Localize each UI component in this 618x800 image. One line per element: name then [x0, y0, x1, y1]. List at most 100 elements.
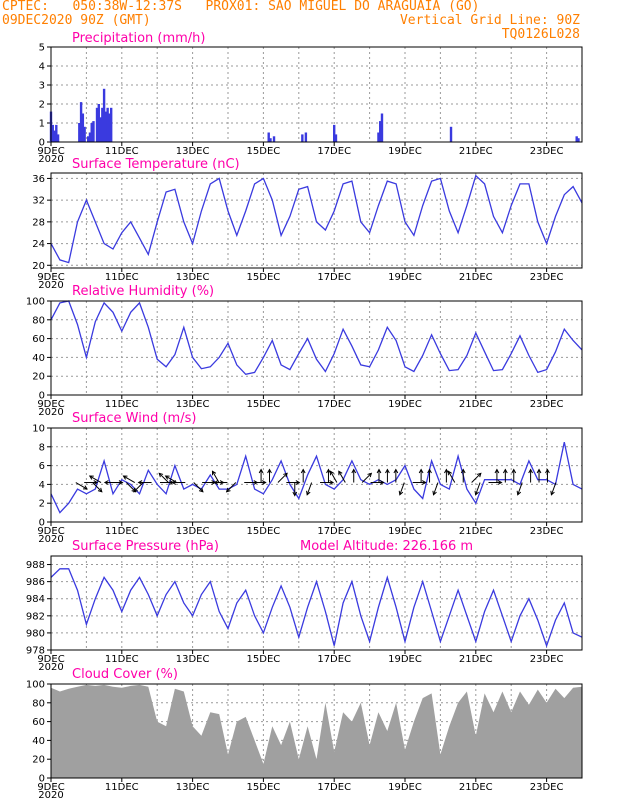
y-tick-label: 20 — [32, 372, 45, 383]
model-altitude-label: Model Altitude: 226.166 m — [300, 539, 473, 554]
precip-bar — [106, 107, 109, 142]
x-tick-label: 17DEC — [317, 272, 351, 283]
wind-arrow-head — [88, 475, 94, 480]
wind-arrow — [226, 482, 237, 493]
y-tick-label: 986 — [26, 577, 45, 588]
precip-bar — [86, 136, 90, 142]
x-tick-label: 11DEC — [105, 526, 139, 537]
pressure-title: Surface Pressure (hPa) — [72, 539, 219, 554]
wind-arrow-head — [550, 490, 555, 496]
x-tick-label: 23DEC — [530, 782, 564, 793]
header-grid-line: Vertical Grid Line: 90Z — [399, 13, 580, 28]
precip-bar — [53, 130, 56, 142]
wind-arrow-head — [158, 472, 164, 478]
precip-bar — [269, 138, 272, 142]
x-tick-label: 15DEC — [247, 526, 281, 537]
x-tick-label: 19DEC — [388, 272, 422, 283]
wind-arrow-head — [267, 468, 272, 474]
y-tick-label: 80 — [32, 698, 45, 709]
precip-bar — [95, 107, 99, 142]
humidity-panel: 0 20 40 60 80 100 9DEC 11DEC 13DEC 15DEC 17DEC 19DE… — [26, 297, 583, 418]
x-tick-label: 13DEC — [176, 272, 210, 283]
y-tick-label: 6 — [39, 461, 45, 472]
precip-bar — [377, 132, 380, 142]
wind-arrow-head — [418, 468, 424, 474]
wind-arrow-head — [528, 468, 533, 474]
wind-line — [50, 441, 583, 514]
x-tick-label: 15DEC — [247, 782, 281, 793]
cloud-area — [51, 684, 582, 778]
x-tick-label: 9DEC — [37, 146, 64, 157]
precip-bar — [55, 124, 58, 142]
wind-arrow-head — [118, 480, 124, 485]
wind-arrow-head — [213, 480, 219, 485]
x-tick-year: 2020 — [38, 154, 63, 165]
wind-arrow — [517, 482, 523, 495]
panel-frame — [50, 555, 583, 651]
x-tick-label: 11DEC — [105, 782, 139, 793]
x-tick-label: 15DEC — [247, 654, 281, 665]
x-tick-label: 21DEC — [459, 399, 493, 410]
pressure-line — [50, 568, 583, 648]
precip-bar — [449, 126, 453, 142]
wind-arrow-head — [164, 475, 170, 480]
precip-bar — [379, 121, 382, 142]
x-tick-label: 17DEC — [317, 654, 351, 665]
precip-bar — [301, 134, 304, 142]
precip-bar — [575, 136, 578, 142]
wind-arrow-head — [258, 468, 264, 474]
y-tick-label: 100 — [26, 297, 45, 308]
temp-panel: 20 24 28 32 36 9DEC 11DEC 13DEC 15DEC 17DEC 19DEC 2… — [32, 172, 583, 291]
wind-arrow — [447, 471, 456, 483]
x-tick-label: 13DEC — [176, 782, 210, 793]
precip-bar — [108, 113, 111, 142]
x-tick-label: 19DEC — [388, 526, 422, 537]
humidity-line — [50, 300, 583, 376]
wind-arrow-head — [444, 468, 449, 474]
x-tick-label: 17DEC — [317, 146, 351, 157]
wind-arrow-head — [171, 480, 177, 485]
wind-arrow-head — [261, 480, 267, 485]
x-tick-label: 21DEC — [459, 526, 493, 537]
y-tick-label: 32 — [32, 196, 45, 207]
wind-arrow-head — [137, 480, 143, 485]
precip-bar — [272, 136, 276, 142]
wind-arrow-head — [351, 468, 357, 474]
humidity-title: Relative Humidity (%) — [72, 284, 214, 299]
y-tick-label: 100 — [26, 680, 45, 691]
wind-arrow — [475, 482, 481, 495]
wind-arrow-head — [338, 470, 343, 476]
wind-arrow-head — [376, 468, 382, 474]
precip-bar — [267, 132, 270, 142]
header-model: TQ0126L028 — [501, 27, 580, 42]
wind-arrow — [277, 472, 288, 483]
y-tick-label: 988 — [26, 560, 45, 571]
x-tick-label: 11DEC — [105, 399, 139, 410]
wind-arrow — [471, 472, 482, 483]
x-tick-label: 9DEC — [37, 654, 64, 665]
temp-title: Surface Temperature (nC) — [72, 157, 240, 172]
y-tick-label: 60 — [32, 334, 45, 345]
wind-arrow-head — [474, 490, 479, 496]
panel-frame — [50, 683, 583, 779]
wind-arrow-head — [133, 487, 138, 493]
wind-arrow-head — [326, 468, 331, 474]
y-tick-label: 982 — [26, 611, 45, 622]
x-tick-label: 21DEC — [459, 146, 493, 157]
wind-arrow-head — [511, 468, 517, 474]
wind-title: Surface Wind (m/s) — [72, 411, 196, 426]
y-tick-label: 10 — [32, 424, 45, 435]
x-tick-label: 17DEC — [317, 526, 351, 537]
precip-bar — [333, 124, 336, 142]
x-tick-label: 15DEC — [247, 272, 281, 283]
panel-frame — [50, 427, 583, 523]
x-tick-label: 23DEC — [530, 399, 564, 410]
y-tick-label: 80 — [32, 315, 45, 326]
wind-arrow-head — [432, 490, 437, 496]
x-tick-year: 2020 — [38, 662, 63, 673]
x-tick-label: 23DEC — [530, 526, 564, 537]
wind-arrow-head — [421, 480, 427, 485]
wind-arrow-head — [83, 485, 88, 490]
x-tick-label: 23DEC — [530, 146, 564, 157]
